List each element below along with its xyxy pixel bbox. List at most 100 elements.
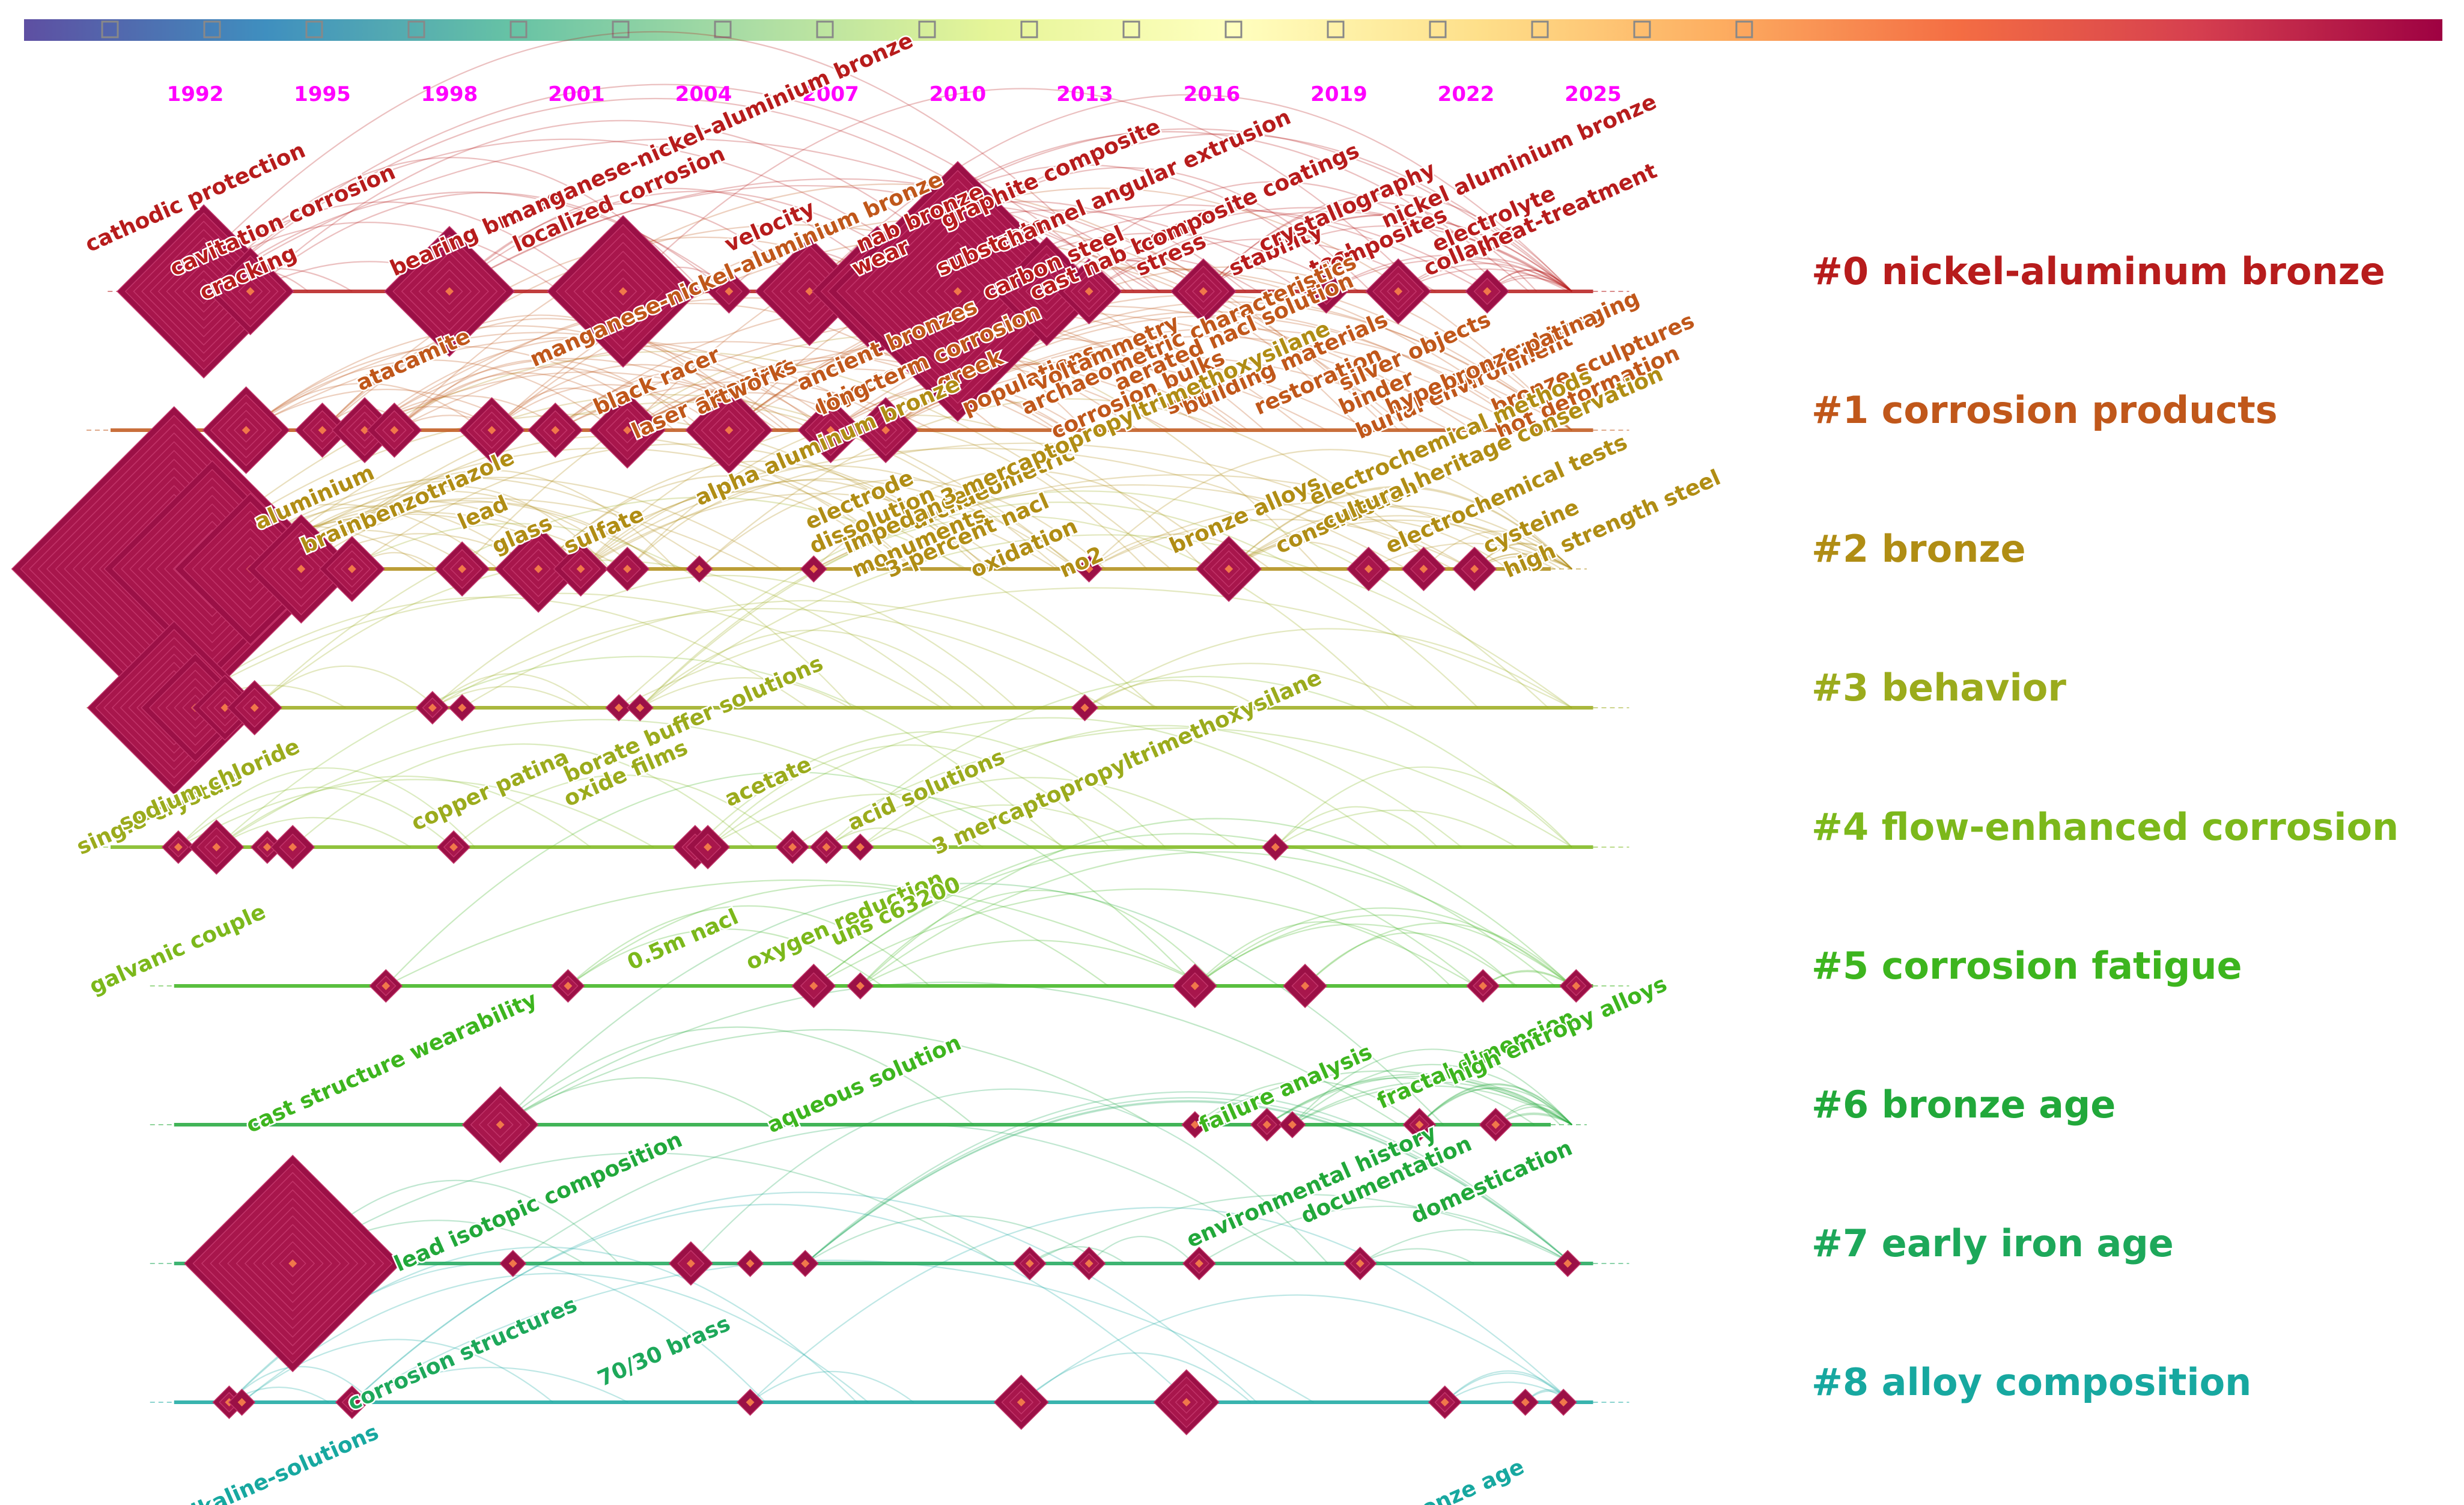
keyword-node[interactable]: [993, 1374, 1049, 1431]
keyword-node[interactable]: [228, 1388, 256, 1416]
keyword-node[interactable]: [189, 819, 245, 875]
keyword-node[interactable]: [1466, 968, 1500, 1003]
keyword-node[interactable]: [686, 555, 713, 583]
keyword-node[interactable]: [331, 397, 398, 464]
keyword-node[interactable]: [791, 963, 836, 1009]
keyword-node[interactable]: [551, 968, 585, 1003]
citation-link: [249, 120, 995, 292]
citation-link: [364, 371, 814, 431]
node-core: [288, 843, 297, 851]
keyword-node[interactable]: [1196, 535, 1262, 603]
keyword-node[interactable]: [1056, 258, 1122, 325]
keyword-node[interactable]: [318, 535, 385, 603]
node-core: [445, 287, 454, 296]
keyword-node[interactable]: [1283, 963, 1328, 1009]
keyword-node[interactable]: [1182, 1246, 1216, 1281]
keyword-node[interactable]: [1170, 258, 1237, 325]
keyword-node[interactable]: [448, 694, 476, 722]
keyword-node[interactable]: [117, 204, 291, 379]
citation-link: [449, 185, 1161, 292]
keyword-node[interactable]: [755, 236, 865, 347]
keyword-node[interactable]: [626, 694, 654, 722]
keyword-node[interactable]: [668, 1241, 713, 1286]
keyword-node[interactable]: [383, 225, 516, 357]
keyword-node[interactable]: [1343, 1246, 1377, 1281]
keyword-node[interactable]: [685, 824, 731, 870]
keyword-node[interactable]: [827, 160, 1089, 422]
keyword-node[interactable]: [1550, 1388, 1577, 1416]
keyword-node[interactable]: [991, 236, 1102, 347]
keyword-node[interactable]: [1172, 963, 1217, 1009]
citation-link: [499, 1077, 783, 1125]
keyword-node[interactable]: [458, 397, 525, 464]
keyword-node[interactable]: [499, 1250, 527, 1277]
citation-link: [250, 448, 964, 570]
keyword-node[interactable]: [161, 830, 195, 865]
node-core: [1262, 1120, 1271, 1129]
keyword-node[interactable]: [335, 1385, 369, 1420]
keyword-node[interactable]: [791, 1250, 819, 1277]
keyword-node[interactable]: [1465, 269, 1510, 314]
keyword-node[interactable]: [605, 546, 650, 592]
citation-link: [1194, 907, 1572, 987]
citation-link: [1228, 487, 1573, 570]
keyword-node[interactable]: [1304, 269, 1349, 314]
keyword-node[interactable]: [461, 1086, 539, 1164]
keyword-node[interactable]: [436, 830, 471, 865]
keyword-node[interactable]: [206, 247, 294, 336]
keyword-node[interactable]: [800, 555, 827, 583]
keyword-node[interactable]: [1554, 1250, 1581, 1277]
keyword-node[interactable]: [250, 830, 284, 865]
keyword-node[interactable]: [246, 514, 356, 624]
keyword-node[interactable]: [369, 968, 403, 1003]
keyword-node[interactable]: [1012, 1246, 1047, 1281]
node-core: [199, 287, 208, 296]
citation-link: [177, 767, 476, 848]
keyword-node[interactable]: [1452, 546, 1497, 592]
keyword-node[interactable]: [494, 524, 583, 613]
keyword-node[interactable]: [1402, 1107, 1437, 1142]
keyword-node[interactable]: [434, 541, 490, 597]
node-core: [856, 843, 865, 851]
keyword-node[interactable]: [605, 694, 633, 722]
keyword-node[interactable]: [546, 214, 700, 368]
keyword-node[interactable]: [553, 541, 609, 597]
keyword-node[interactable]: [1401, 546, 1446, 592]
keyword-node[interactable]: [528, 402, 583, 458]
keyword-node[interactable]: [1479, 1107, 1513, 1142]
keyword-node[interactable]: [1075, 555, 1103, 583]
keyword-node[interactable]: [1346, 546, 1391, 592]
keyword-node[interactable]: [1072, 1246, 1106, 1281]
keyword-node[interactable]: [184, 1154, 402, 1373]
keyword-node[interactable]: [847, 833, 874, 861]
keyword-node[interactable]: [415, 690, 449, 725]
keyword-node[interactable]: [797, 397, 864, 464]
keyword-node[interactable]: [589, 391, 666, 469]
keyword-node[interactable]: [809, 830, 844, 865]
keyword-node[interactable]: [294, 402, 350, 458]
keyword-node[interactable]: [736, 1388, 764, 1416]
keyword-node[interactable]: [853, 397, 919, 464]
keyword-node[interactable]: [192, 674, 258, 741]
keyword-node[interactable]: [270, 824, 315, 870]
keyword-node[interactable]: [1153, 1369, 1220, 1436]
keyword-node[interactable]: [1365, 258, 1432, 325]
node-core: [263, 843, 272, 851]
keyword-node[interactable]: [1181, 1111, 1209, 1139]
keyword-node[interactable]: [685, 386, 773, 475]
keyword-node[interactable]: [775, 830, 810, 865]
keyword-node[interactable]: [1559, 968, 1593, 1003]
keyword-node[interactable]: [736, 1250, 764, 1277]
keyword-node[interactable]: [1512, 1388, 1539, 1416]
keyword-node[interactable]: [367, 402, 422, 458]
keyword-node[interactable]: [1071, 694, 1099, 722]
keyword-node[interactable]: [1279, 1111, 1306, 1139]
keyword-node[interactable]: [1428, 1385, 1462, 1420]
year-tick-label: 2016: [1184, 82, 1241, 106]
keyword-node[interactable]: [707, 269, 752, 314]
keyword-node[interactable]: [847, 972, 874, 1000]
keyword-node[interactable]: [202, 386, 290, 475]
keyword-node[interactable]: [1262, 833, 1289, 861]
keyword-node[interactable]: [1250, 1107, 1284, 1142]
keyword-node[interactable]: [227, 680, 282, 736]
